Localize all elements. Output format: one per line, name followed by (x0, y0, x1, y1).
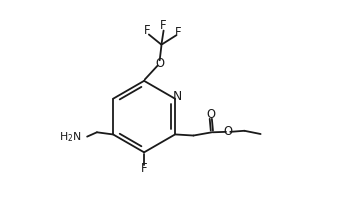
Text: F: F (141, 162, 147, 175)
Text: N: N (173, 90, 182, 103)
Text: O: O (224, 125, 233, 138)
Text: F: F (175, 26, 182, 39)
Text: F: F (160, 19, 167, 32)
Text: F: F (143, 24, 150, 37)
Text: O: O (155, 57, 164, 70)
Text: O: O (206, 109, 215, 121)
Text: H$_2$N: H$_2$N (59, 130, 82, 143)
